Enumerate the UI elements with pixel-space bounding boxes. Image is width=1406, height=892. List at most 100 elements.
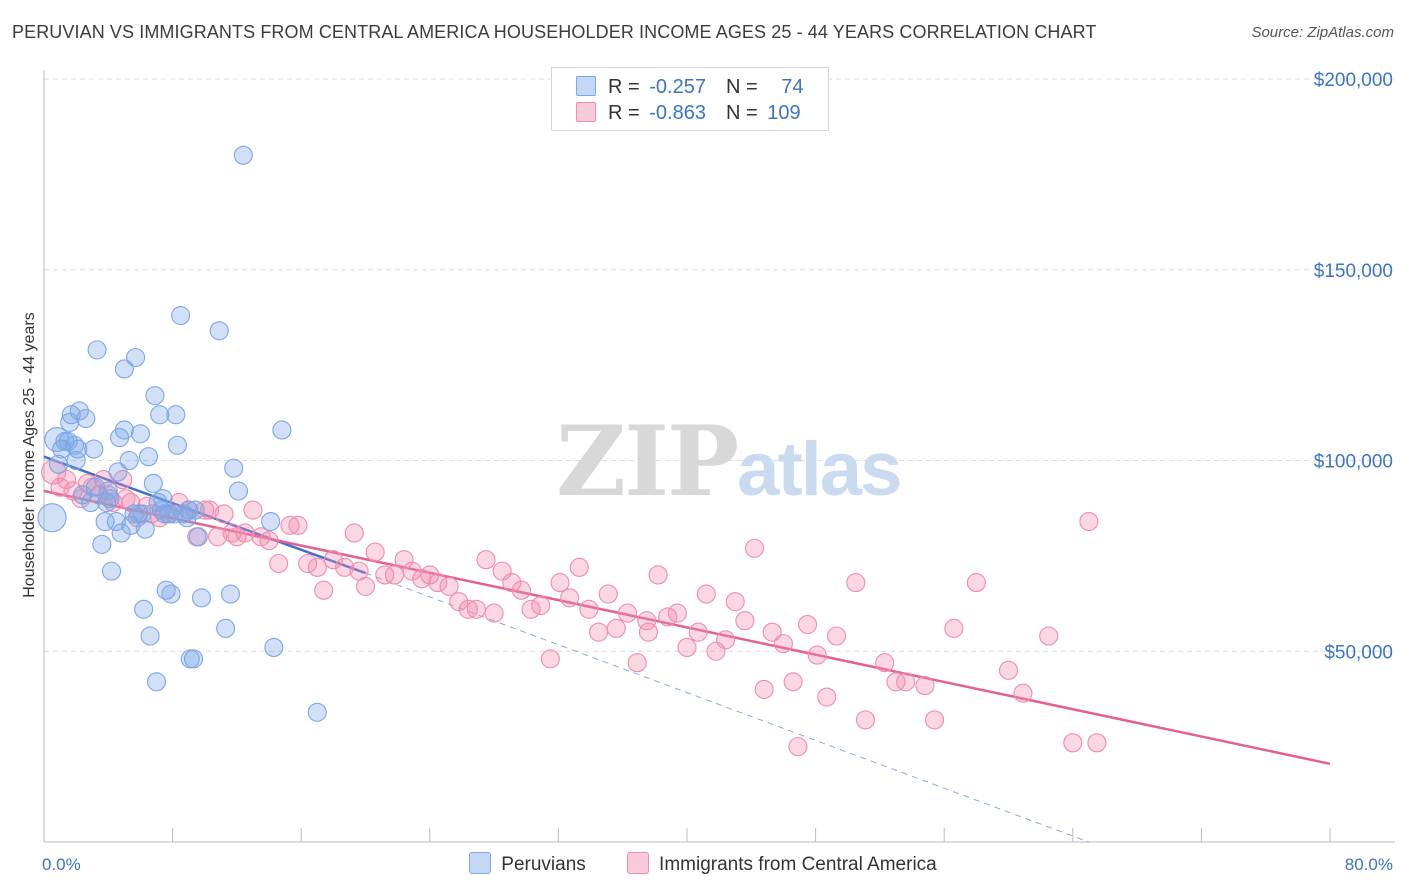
data-point [466, 599, 486, 619]
legend-n-value: 74 [781, 76, 804, 98]
series-legend: Peruvians Immigrants from Central Americ… [0, 852, 1406, 876]
data-point [1039, 626, 1059, 646]
y-tick-label: $100,000 [1314, 452, 1393, 473]
data-point [214, 504, 234, 524]
data-point [56, 470, 77, 490]
trend-line-central-america [43, 489, 1331, 766]
data-point [744, 538, 765, 558]
data-point [677, 637, 697, 657]
data-point [966, 573, 986, 593]
data-point [114, 420, 134, 440]
data-point [155, 504, 175, 524]
data-point [560, 588, 580, 608]
data-point [696, 584, 716, 604]
data-point [87, 340, 107, 360]
legend-item-peruvians: Peruvians [469, 852, 586, 876]
trend-line-peruvians-extension [365, 572, 1090, 843]
legend-row-central-america: R = -0.863 N = 109 [576, 102, 801, 128]
data-point [540, 649, 560, 669]
watermark-atlas: atlas [737, 427, 902, 512]
data-point [511, 580, 531, 600]
data-point [826, 626, 847, 646]
data-point [688, 622, 708, 642]
data-point [638, 622, 658, 642]
data-point [37, 503, 67, 533]
data-point [191, 588, 212, 608]
data-point [531, 595, 551, 616]
legend-item-central-america: Immigrants from Central America [627, 852, 937, 876]
data-point [314, 580, 334, 600]
data-point [114, 359, 134, 379]
data-point [243, 500, 263, 520]
data-point [944, 618, 964, 638]
watermark: ZIPatlas [556, 405, 902, 518]
stats-legend: R = -0.257 N = 74 R = -0.863 N = 109 [551, 67, 829, 131]
data-point [185, 500, 205, 520]
data-point [667, 603, 687, 623]
data-point [145, 386, 165, 406]
data-point [179, 500, 199, 520]
data-point [140, 626, 160, 646]
x-tick-label: 80.0% [1345, 855, 1393, 874]
legend-swatch [469, 852, 492, 874]
data-point [449, 592, 469, 612]
data-point [428, 573, 448, 593]
axes [43, 70, 1395, 843]
data-point [725, 592, 745, 612]
chart-title: PERUVIAN VS IMMIGRANTS FROM CENTRAL AMER… [12, 22, 1097, 42]
y-tick-label: $150,000 [1314, 261, 1393, 282]
data-point [579, 599, 599, 619]
data-point [98, 481, 118, 501]
data-point [569, 557, 589, 577]
data-point [233, 145, 253, 165]
data-point [259, 531, 279, 551]
data-point [138, 447, 159, 467]
legend-label: Immigrants from Central America [659, 854, 937, 875]
data-point [550, 573, 570, 593]
data-point [269, 553, 289, 574]
data-point [124, 504, 144, 524]
data-point [855, 710, 875, 730]
data-point [355, 576, 376, 596]
data-point [875, 653, 895, 673]
data-point [458, 599, 478, 619]
data-point [307, 702, 327, 722]
data-point [716, 630, 736, 650]
legend-n-value: 109 [767, 102, 801, 124]
data-point [798, 614, 818, 635]
data-point [153, 489, 173, 509]
data-point [106, 511, 126, 532]
data-point [606, 618, 626, 638]
data-point [846, 573, 866, 593]
data-point [335, 557, 355, 577]
data-point [521, 599, 541, 619]
data-point [344, 523, 364, 543]
data-point [216, 618, 236, 638]
data-point [119, 450, 139, 471]
data-point [95, 511, 115, 532]
data-point [998, 660, 1019, 680]
data-point [261, 511, 281, 532]
data-point [200, 500, 220, 520]
data-point [280, 515, 300, 535]
data-point [773, 634, 794, 654]
data-point [161, 584, 181, 604]
data-point [807, 645, 827, 665]
data-point [143, 473, 163, 493]
legend-label: Peruvians [501, 854, 586, 875]
data-point [64, 435, 85, 455]
data-point [228, 481, 249, 501]
y-tick-label: $50,000 [1324, 642, 1393, 663]
tick-labels: $50,000 $100,000 $150,000 $200,000 0.0% 80.0% [42, 70, 1393, 874]
grid-lines [44, 78, 1395, 652]
data-point [92, 534, 112, 554]
data-point [762, 622, 782, 642]
data-point [375, 565, 395, 585]
data-point [394, 550, 414, 570]
legend-n-label: N = [725, 102, 764, 124]
data-point [150, 405, 170, 425]
data-point [126, 347, 146, 368]
data-point [439, 576, 459, 596]
points-peruvians [37, 145, 327, 722]
data-point [627, 653, 647, 673]
